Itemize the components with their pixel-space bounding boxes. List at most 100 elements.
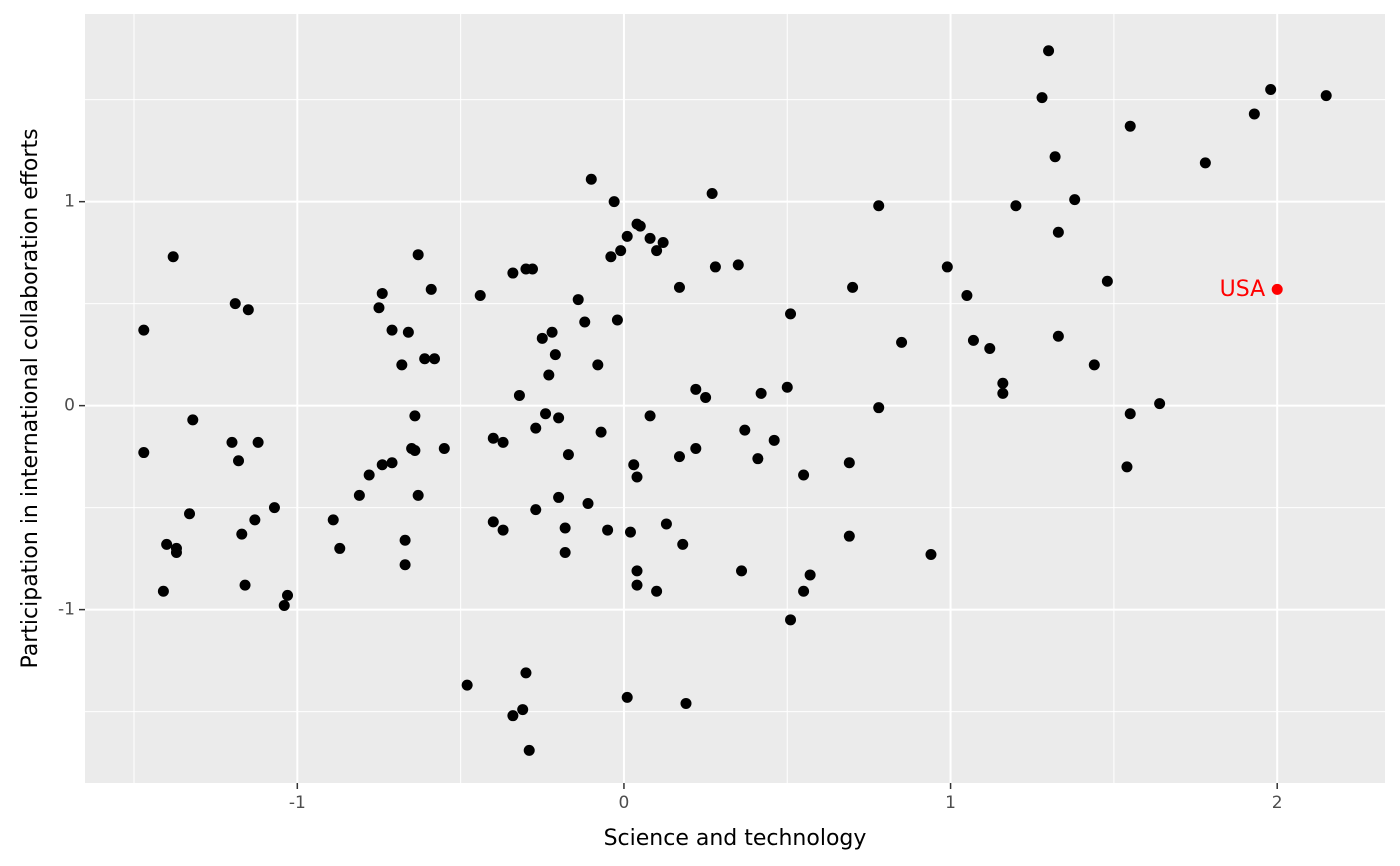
data-point <box>984 343 996 355</box>
data-point <box>843 530 855 542</box>
data-point <box>1101 275 1113 287</box>
data-point <box>523 744 535 756</box>
data-point <box>739 424 751 436</box>
data-point <box>651 585 663 597</box>
data-point <box>363 469 375 481</box>
data-point <box>549 349 561 361</box>
data-point <box>634 220 646 232</box>
data-point <box>474 289 486 301</box>
data-point <box>997 377 1009 389</box>
data-point <box>226 436 238 448</box>
data-point <box>673 281 685 293</box>
data-point <box>530 422 542 434</box>
data-point <box>768 434 780 446</box>
plot-panel <box>85 14 1385 783</box>
data-point <box>497 524 509 536</box>
data-point <box>1010 200 1022 212</box>
y-tick-label: -1 <box>58 600 75 620</box>
data-point <box>229 298 241 310</box>
data-point <box>1320 90 1332 102</box>
data-point <box>399 559 411 571</box>
data-point <box>138 324 150 336</box>
data-point <box>1052 330 1064 342</box>
data-point <box>592 359 604 371</box>
data-point <box>507 267 519 279</box>
data-point <box>621 230 633 242</box>
data-point <box>540 408 552 420</box>
data-point <box>873 402 885 414</box>
data-point <box>412 249 424 261</box>
data-point <box>239 579 251 591</box>
data-point <box>497 436 509 448</box>
data-point <box>608 196 620 208</box>
data-point <box>785 614 797 626</box>
x-tick-label: 2 <box>1272 793 1283 813</box>
data-point <box>517 704 529 716</box>
data-point <box>961 289 973 301</box>
data-point <box>804 569 816 581</box>
data-point <box>530 504 542 516</box>
data-point <box>402 326 414 338</box>
data-point <box>487 432 499 444</box>
data-point <box>798 585 810 597</box>
data-point <box>967 334 979 346</box>
data-point <box>595 426 607 438</box>
data-point <box>520 667 532 679</box>
data-point <box>602 524 614 536</box>
data-point <box>677 538 689 550</box>
data-point <box>353 489 365 501</box>
data-point <box>526 263 538 275</box>
data-point <box>461 679 473 691</box>
data-point <box>553 491 565 503</box>
data-point <box>585 173 597 185</box>
data-point <box>690 383 702 395</box>
data-point <box>161 538 173 550</box>
data-point <box>412 489 424 501</box>
data-point <box>242 304 254 316</box>
data-point <box>709 261 721 273</box>
data-point <box>925 549 937 561</box>
data-point <box>843 457 855 469</box>
y-axis-title: Participation in international collabora… <box>18 128 43 668</box>
data-point <box>438 442 450 454</box>
data-point <box>507 710 519 722</box>
data-point <box>187 414 199 426</box>
data-point <box>624 526 636 538</box>
data-point <box>631 471 643 483</box>
y-tick-label: 1 <box>64 192 75 212</box>
data-point <box>732 259 744 271</box>
data-point <box>559 547 571 559</box>
data-point <box>873 200 885 212</box>
data-point <box>233 455 245 467</box>
major-gridlines <box>85 14 1385 783</box>
data-point <box>376 459 388 471</box>
data-point <box>1124 120 1136 132</box>
data-point <box>1199 157 1211 169</box>
data-point <box>327 514 339 526</box>
data-point <box>1052 226 1064 238</box>
data-point <box>755 387 767 399</box>
data-point <box>631 579 643 591</box>
data-point <box>1036 92 1048 104</box>
data-point <box>1265 83 1277 95</box>
data-point <box>252 436 264 448</box>
highlight-group: USA <box>1220 277 1283 302</box>
data-point <box>386 324 398 336</box>
data-point <box>615 245 627 257</box>
x-tick-label: -1 <box>289 793 306 813</box>
data-point <box>1049 151 1061 163</box>
data-point <box>184 508 196 520</box>
data-point <box>781 381 793 393</box>
data-point <box>1248 108 1260 120</box>
data-point <box>660 518 672 530</box>
x-tick-label: 1 <box>945 793 956 813</box>
highlight-point <box>1271 283 1283 295</box>
data-point <box>138 447 150 459</box>
data-point <box>896 336 908 348</box>
data-point <box>487 516 499 528</box>
data-point <box>236 528 248 540</box>
data-point <box>1043 45 1055 57</box>
data-point <box>334 542 346 554</box>
y-axis-ticks: -1 0 1 <box>58 192 85 620</box>
